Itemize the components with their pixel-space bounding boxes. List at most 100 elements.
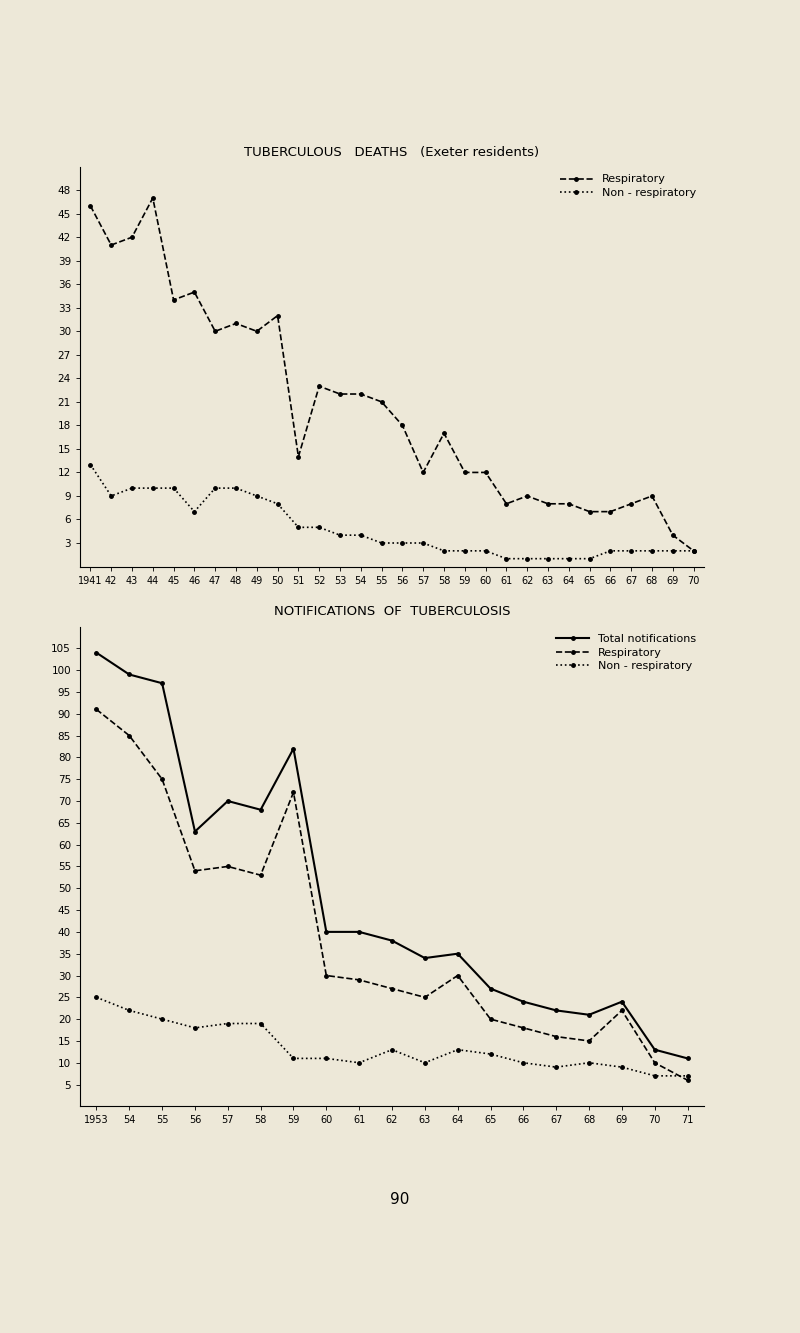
Non - respiratory <box>148 480 158 496</box>
Non - respiratory <box>518 1054 528 1070</box>
Respiratory <box>252 324 262 340</box>
Respiratory <box>439 425 449 441</box>
Respiratory <box>231 316 241 332</box>
Respiratory <box>377 393 386 409</box>
Respiratory <box>606 504 615 520</box>
Non - respiratory <box>564 551 574 567</box>
Respiratory <box>551 1029 561 1045</box>
Respiratory <box>647 488 657 504</box>
Non - respiratory <box>420 1054 430 1070</box>
Respiratory <box>190 284 199 300</box>
Legend: Total notifications, Respiratory, Non - respiratory: Total notifications, Respiratory, Non - … <box>554 632 698 673</box>
Respiratory <box>223 858 233 874</box>
Respiratory <box>294 449 303 465</box>
Non - respiratory <box>584 1054 594 1070</box>
Respiratory <box>387 981 397 997</box>
Non - respiratory <box>647 543 657 559</box>
Line: Respiratory: Respiratory <box>94 708 690 1082</box>
Respiratory <box>522 488 532 504</box>
Respiratory <box>689 543 698 559</box>
Non - respiratory <box>294 520 303 536</box>
Legend: Respiratory, Non - respiratory: Respiratory, Non - respiratory <box>558 172 698 200</box>
Title: NOTIFICATIONS  OF  TUBERCULOSIS: NOTIFICATIONS OF TUBERCULOSIS <box>274 605 510 619</box>
Non - respiratory <box>354 1054 364 1070</box>
Respiratory <box>190 862 200 878</box>
Non - respiratory <box>231 480 241 496</box>
Total notifications <box>190 824 200 840</box>
Respiratory <box>543 496 553 512</box>
Respiratory <box>668 527 678 543</box>
Respiratory <box>564 496 574 512</box>
Non - respiratory <box>418 535 428 551</box>
Total notifications <box>682 1050 692 1066</box>
Non - respiratory <box>190 1020 200 1036</box>
Non - respiratory <box>453 1041 462 1057</box>
Respiratory <box>356 387 366 403</box>
Respiratory <box>585 504 594 520</box>
Respiratory <box>169 292 178 308</box>
Non - respiratory <box>387 1041 397 1057</box>
Respiratory <box>335 387 345 403</box>
Non - respiratory <box>335 527 345 543</box>
Non - respiratory <box>158 1012 167 1028</box>
Respiratory <box>486 1012 495 1028</box>
Non - respiratory <box>86 457 95 473</box>
Respiratory <box>584 1033 594 1049</box>
Respiratory <box>148 191 158 207</box>
Non - respiratory <box>689 543 698 559</box>
Respiratory <box>626 496 636 512</box>
Non - respiratory <box>650 1068 659 1084</box>
Respiratory <box>273 308 282 324</box>
Total notifications <box>256 801 266 817</box>
Non - respiratory <box>356 527 366 543</box>
Respiratory <box>256 868 266 884</box>
Total notifications <box>650 1041 659 1057</box>
Respiratory <box>127 229 137 245</box>
Non - respiratory <box>439 543 449 559</box>
Title: TUBERCULOUS   DEATHS   (Exeter residents): TUBERCULOUS DEATHS (Exeter residents) <box>245 145 539 159</box>
Non - respiratory <box>190 504 199 520</box>
Non - respiratory <box>92 989 102 1005</box>
Respiratory <box>418 464 428 480</box>
Total notifications <box>92 645 102 661</box>
Total notifications <box>518 993 528 1009</box>
Respiratory <box>210 324 220 340</box>
Respiratory <box>617 1002 626 1018</box>
Total notifications <box>387 933 397 949</box>
Non - respiratory <box>125 1002 134 1018</box>
Respiratory <box>518 1020 528 1036</box>
Non - respiratory <box>522 551 532 567</box>
Total notifications <box>158 676 167 692</box>
Total notifications <box>223 793 233 809</box>
Non - respiratory <box>551 1060 561 1076</box>
Respiratory <box>322 968 331 984</box>
Respiratory <box>650 1054 659 1070</box>
Total notifications <box>354 924 364 940</box>
Respiratory <box>398 417 407 433</box>
Non - respiratory <box>289 1050 298 1066</box>
Non - respiratory <box>127 480 137 496</box>
Line: Non - respiratory: Non - respiratory <box>89 463 695 560</box>
Non - respiratory <box>398 535 407 551</box>
Non - respiratory <box>377 535 386 551</box>
Non - respiratory <box>481 543 490 559</box>
Non - respiratory <box>106 488 116 504</box>
Non - respiratory <box>252 488 262 504</box>
Total notifications <box>125 666 134 682</box>
Respiratory <box>502 496 511 512</box>
Respiratory <box>453 968 462 984</box>
Non - respiratory <box>314 520 324 536</box>
Total notifications <box>322 924 331 940</box>
Non - respiratory <box>169 480 178 496</box>
Non - respiratory <box>223 1016 233 1032</box>
Respiratory <box>106 237 116 253</box>
Line: Non - respiratory: Non - respiratory <box>94 996 690 1077</box>
Non - respiratory <box>256 1016 266 1032</box>
Respiratory <box>86 197 95 213</box>
Respiratory <box>158 772 167 788</box>
Total notifications <box>551 1002 561 1018</box>
Total notifications <box>486 981 495 997</box>
Respiratory <box>289 784 298 800</box>
Non - respiratory <box>210 480 220 496</box>
Total notifications <box>420 950 430 966</box>
